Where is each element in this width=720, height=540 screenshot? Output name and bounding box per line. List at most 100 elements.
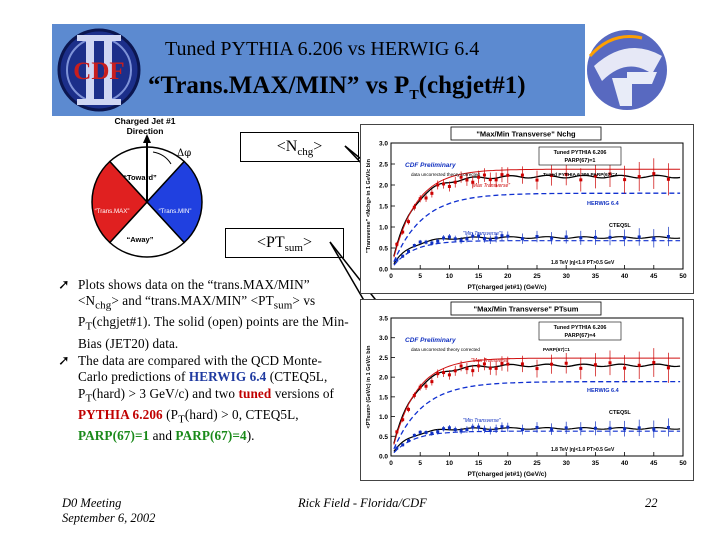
- min-data-point: [453, 428, 457, 432]
- max-data-point: [395, 430, 399, 434]
- x-tick-label: 45: [650, 460, 658, 467]
- min-data-point: [459, 238, 463, 242]
- max-data-point: [564, 172, 568, 176]
- min-data-point: [623, 236, 627, 240]
- max-data-point: [506, 362, 510, 366]
- min-data-point: [593, 426, 597, 430]
- b1-text-1: Plots shows data on the “trans.MAX/MIN” …: [78, 277, 310, 309]
- legend-box: [538, 146, 622, 166]
- y-tick-label: 3.0: [379, 141, 388, 148]
- fermilab-logo: [587, 30, 667, 110]
- x-tick-label: 5: [418, 460, 422, 467]
- min-data-point: [447, 235, 451, 239]
- min-data-point: [459, 429, 463, 433]
- max-data-point: [465, 178, 469, 182]
- y-tick-label: 1.0: [379, 414, 388, 421]
- max-data-point: [407, 220, 411, 224]
- min-data-point: [471, 234, 475, 238]
- x-axis-label: PT(charged jet#1) (GeV/c): [467, 471, 546, 478]
- away-label: “Away”: [127, 235, 154, 244]
- footer-meeting-name: D0 Meeting: [62, 496, 122, 510]
- max-transverse-label: "Max Transverse": [471, 358, 510, 364]
- x-tick-label: 50: [679, 460, 687, 467]
- max-data-point: [395, 242, 399, 246]
- max-data-point: [593, 174, 597, 178]
- footer-meeting-date: September 6, 2002: [62, 511, 156, 525]
- max-data-point: [465, 367, 469, 371]
- min-data-point: [436, 239, 440, 243]
- uncorrected-note: data uncorrected theory corrected: [411, 172, 480, 177]
- x-tick-label: 25: [533, 273, 541, 280]
- bullet-arrow-icon: ➚: [58, 277, 70, 293]
- ptsum-plot: 0.0 0.5 1.0 1.5 2.0 2.5 3.0 3.5 0 5 10 15 20 25 30 35 40…: [360, 299, 694, 481]
- y-tick-label: 0.5: [379, 246, 388, 253]
- min-data-point: [424, 431, 428, 435]
- max-data-point: [418, 197, 422, 201]
- max-data-point: [666, 177, 670, 181]
- max-data-point: [412, 205, 416, 209]
- max-data-point: [500, 173, 504, 177]
- max-transverse-label: "Max Transverse": [471, 183, 510, 189]
- cuts-label: 1.8 TeV |η|<1.0 PT>0.5 GeV: [551, 447, 615, 453]
- bullet-2: ➚ The data are compared with the QCD Mon…: [58, 353, 350, 444]
- max-data-point: [436, 183, 440, 187]
- min-data-point: [401, 254, 405, 258]
- away-region: [108, 200, 186, 258]
- min-data-point: [471, 425, 475, 429]
- min-data-point: [506, 234, 510, 238]
- max-data-point: [412, 393, 416, 397]
- b1-sub-1: chg: [95, 300, 112, 313]
- min-data-point: [465, 428, 469, 432]
- max-data-point: [637, 175, 641, 179]
- min-data-point: [453, 237, 457, 241]
- max-data-point: [459, 364, 463, 368]
- transmin-region: [145, 160, 203, 244]
- page-number: 22: [645, 496, 658, 510]
- min-transverse-label: "Min Transverse": [463, 231, 501, 237]
- max-data-point: [453, 369, 457, 373]
- min-data-point: [494, 427, 498, 431]
- legend-parp: PARP(67)=1: [565, 158, 596, 164]
- title-line-2-sub: T: [409, 88, 419, 103]
- nchg-callout: <Nchg>: [240, 132, 359, 162]
- max-data-point: [652, 361, 656, 365]
- max-data-point: [608, 361, 612, 365]
- x-tick-label: 0: [389, 460, 393, 467]
- b2-text-4: versions of: [274, 385, 335, 401]
- max-data-point: [506, 173, 510, 177]
- max-data-point: [401, 230, 405, 234]
- cteq-label: CTEQ5L: [609, 410, 631, 416]
- y-tick-label: 0.0: [379, 267, 388, 274]
- ptsum-callout-open: <PT: [256, 234, 285, 251]
- max-data-point: [442, 371, 446, 375]
- plot-title-box: [450, 301, 602, 316]
- title-banner: [52, 24, 585, 116]
- max-data-point: [447, 184, 451, 188]
- max-data-point: [623, 366, 627, 370]
- plot-title-box: [450, 126, 602, 141]
- y-tick-label: 1.5: [379, 204, 388, 211]
- x-tick-label: 10: [446, 460, 454, 467]
- footer-author: Rick Field - Florida/CDF: [298, 496, 427, 510]
- max-data-point: [564, 361, 568, 365]
- x-axis-label: PT(charged jet#1) (GeV/c): [467, 284, 546, 291]
- max-data-point: [424, 196, 428, 200]
- y-tick-label: 1.0: [379, 225, 388, 232]
- cuts-label: 1.8 TeV |η|<1.0 PT>0.5 GeV: [551, 260, 615, 266]
- x-tick-label: 15: [475, 460, 483, 467]
- min-data-point: [418, 430, 422, 434]
- max-data-point: [579, 178, 583, 182]
- min-data-point: [477, 425, 481, 429]
- b2-text-8: ).: [246, 427, 255, 443]
- ptsum-callout-sub: sum: [284, 242, 303, 255]
- legend-secondary: Tuned PYTHIA 6.206 PARP(67)=4: [543, 172, 618, 178]
- y-tick-label: 2.0: [379, 183, 388, 190]
- min-data-point: [482, 427, 486, 431]
- transmax-label: “Trans.MAX”: [95, 208, 130, 215]
- max-data-point: [459, 175, 463, 179]
- min-data-point: [637, 426, 641, 430]
- max-data-point: [471, 180, 475, 184]
- b2-sub-1: T: [85, 392, 93, 405]
- y-tick-label: 1.5: [379, 394, 388, 401]
- title-line-1: Tuned PYTHIA 6.206 vs HERWIG 6.4: [165, 38, 480, 60]
